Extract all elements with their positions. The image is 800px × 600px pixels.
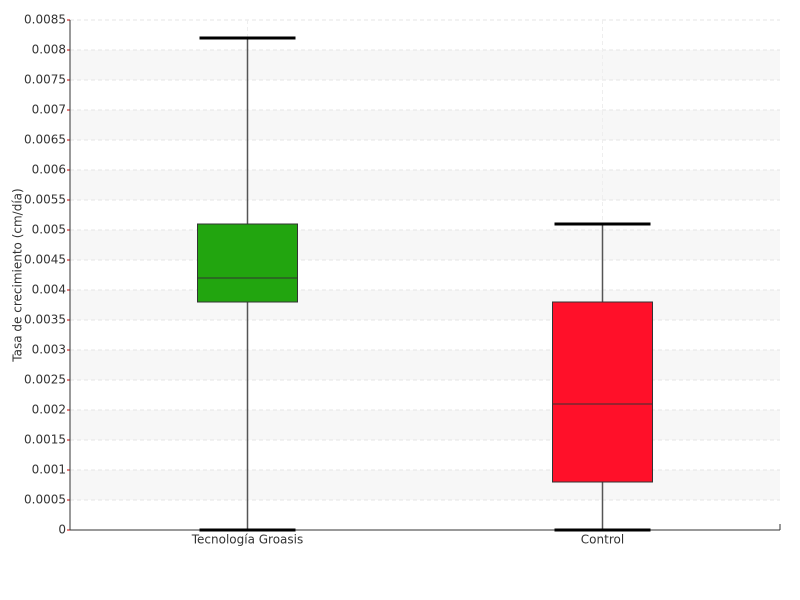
y-tick-label: 0.006 — [32, 163, 66, 177]
y-tick-label: 0 — [58, 523, 66, 537]
x-tick-label: Tecnología Groasis — [191, 533, 304, 547]
y-tick-label: 0.0065 — [24, 133, 66, 147]
y-tick-label: 0.003 — [32, 343, 66, 357]
y-tick-label: 0.0035 — [24, 313, 66, 327]
y-tick-label: 0.0045 — [24, 253, 66, 267]
grid-band — [70, 110, 780, 140]
box — [552, 301, 653, 483]
y-tick-label: 0.0005 — [24, 493, 66, 507]
grid-band — [70, 410, 780, 440]
grid-band — [70, 470, 780, 500]
grid-band — [70, 170, 780, 200]
y-tick-label: 0.002 — [32, 403, 66, 417]
box — [197, 223, 298, 303]
y-tick-label: 0.008 — [32, 43, 66, 57]
grid-band — [70, 350, 780, 380]
y-tick-label: 0.0025 — [24, 373, 66, 387]
x-tick-label: Control — [581, 533, 624, 547]
grid-band — [70, 290, 780, 320]
y-tick-label: 0.0085 — [24, 13, 66, 27]
y-tick-label: 0.007 — [32, 103, 66, 117]
y-tick-label: 0.0075 — [24, 73, 66, 87]
y-tick-label: 0.004 — [32, 283, 66, 297]
y-tick-label: 0.0055 — [24, 193, 66, 207]
y-axis-label: Tasa de crecimiento (cm/día) — [11, 188, 25, 362]
y-tick-label: 0.005 — [32, 223, 66, 237]
grid-band — [70, 50, 780, 80]
grid-band — [70, 230, 780, 260]
y-tick-label: 0.0015 — [24, 433, 66, 447]
y-tick-label: 0.001 — [32, 463, 66, 477]
